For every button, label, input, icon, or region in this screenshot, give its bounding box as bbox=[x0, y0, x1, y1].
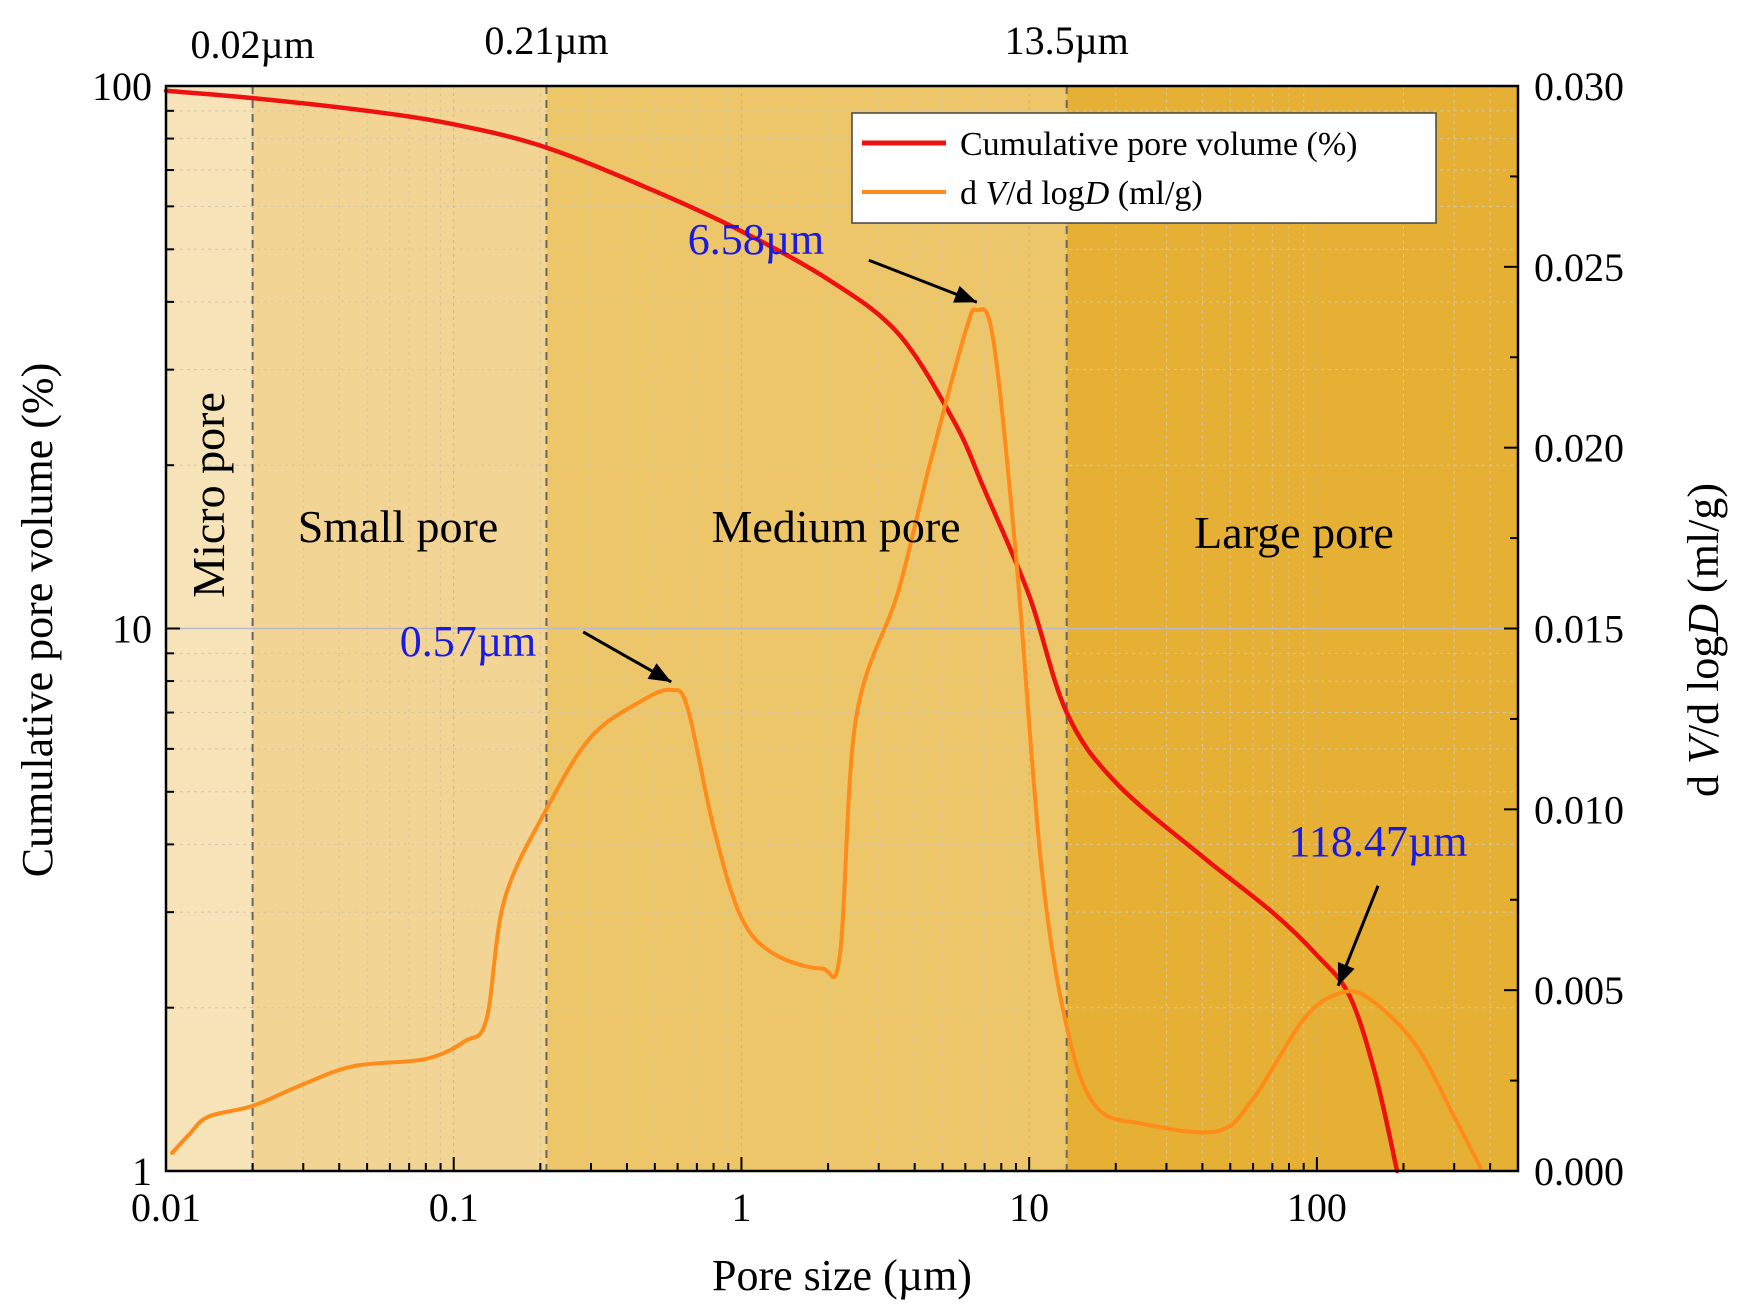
x-axis-title: Pore size (µm) bbox=[712, 1251, 972, 1300]
x-tick-label: 1 bbox=[731, 1185, 751, 1230]
region-label-medium: Medium pore bbox=[711, 501, 960, 552]
y-axis-right-title: d V/d logD (ml/g) bbox=[1679, 483, 1728, 797]
y-left-tick-label: 1 bbox=[132, 1149, 152, 1194]
region-label-large: Large pore bbox=[1194, 507, 1394, 558]
peak-arrow-head-1 bbox=[953, 285, 977, 303]
x-tick-label: 0.01 bbox=[131, 1185, 201, 1230]
region-label-micro: Micro pore bbox=[183, 392, 234, 598]
x-tick-label: 10 bbox=[1009, 1185, 1049, 1230]
legend: Cumulative pore volume (%) d V/d logD (m… bbox=[851, 112, 1437, 224]
legend-box bbox=[851, 112, 1437, 224]
peak-arrow-head-0 bbox=[647, 663, 672, 682]
legend-label-dvdlogd: d V/d logD (ml/g) bbox=[960, 175, 1203, 212]
region-label-small: Small pore bbox=[298, 501, 499, 552]
y-right-tick-label: 0.010 bbox=[1534, 787, 1624, 832]
y-right-tick-label: 0.030 bbox=[1534, 64, 1624, 109]
y-right-tick-label: 0.020 bbox=[1534, 426, 1624, 471]
boundary-label-micro-small: 0.02µm bbox=[191, 22, 315, 67]
peak-label-2: 6.58µm bbox=[688, 215, 825, 264]
x-tick-label: 100 bbox=[1287, 1185, 1347, 1230]
y-right-tick-label: 0.025 bbox=[1534, 245, 1624, 290]
y-axis-left-title: Cumulative pore volume (%) bbox=[13, 363, 62, 877]
y-right-tick-label: 0.005 bbox=[1534, 968, 1624, 1013]
y-left-tick-label: 100 bbox=[92, 64, 152, 109]
series-lines bbox=[163, 88, 1483, 1174]
peak-label-3: 118.47µm bbox=[1289, 817, 1468, 866]
grid bbox=[166, 86, 1518, 1171]
peak-arrow-head-2 bbox=[1337, 962, 1355, 986]
y-right-tick-label: 0.000 bbox=[1534, 1149, 1624, 1194]
x-tick-label: 0.1 bbox=[429, 1185, 479, 1230]
boundary-label-small-medium: 0.21µm bbox=[484, 18, 608, 63]
axis-ticks: 0.01 0.1 1 10 100 1 10 100 0.000 0.005 0.010 0.015 0… bbox=[92, 64, 1624, 1230]
legend-label-cumulative: Cumulative pore volume (%) bbox=[960, 126, 1358, 163]
series-cumulative-line bbox=[163, 88, 1400, 1174]
peak-arrows bbox=[582, 258, 1380, 987]
series-dvdlogd-line bbox=[170, 307, 1483, 1170]
y-left-tick-label: 10 bbox=[112, 607, 152, 652]
peak-label-1: 0.57µm bbox=[400, 617, 537, 666]
y-right-tick-label: 0.015 bbox=[1534, 607, 1624, 652]
boundary-label-medium-large: 13.5µm bbox=[1005, 18, 1129, 63]
